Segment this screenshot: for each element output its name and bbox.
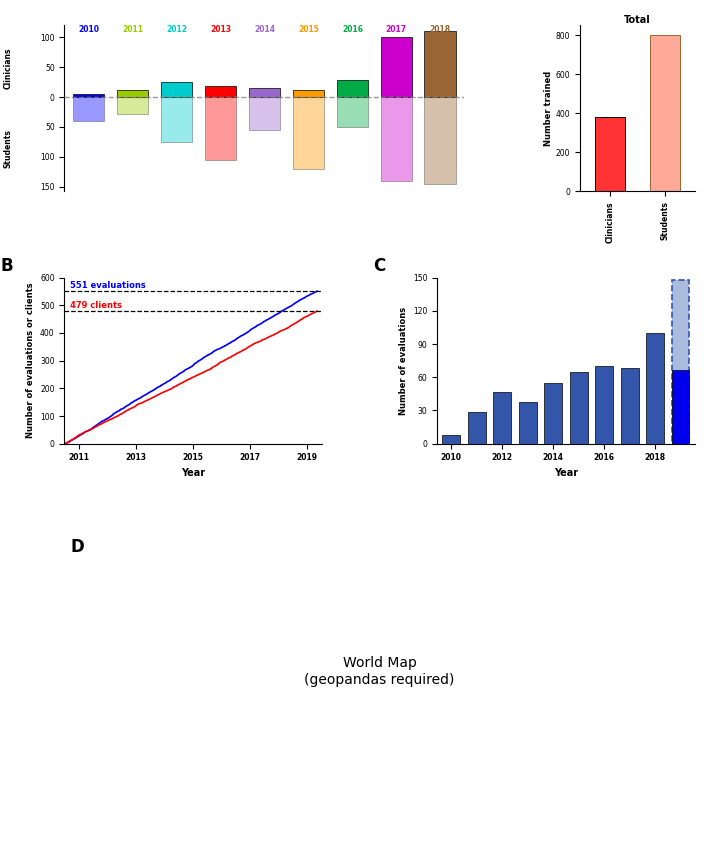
Bar: [646, 333, 664, 444]
Bar: [621, 368, 639, 444]
Bar: [425, 31, 456, 97]
Text: 2016: 2016: [342, 25, 363, 34]
Bar: [117, 97, 148, 113]
Bar: [337, 97, 368, 127]
Bar: [425, 97, 456, 184]
Text: 479 clients: 479 clients: [70, 302, 122, 310]
Text: 2013: 2013: [210, 25, 231, 34]
Bar: [595, 117, 625, 191]
Text: World Map
(geopandas required): World Map (geopandas required): [304, 656, 455, 687]
Y-axis label: Number of evaluations: Number of evaluations: [399, 307, 407, 415]
Bar: [337, 80, 368, 97]
X-axis label: Year: Year: [181, 468, 205, 478]
Text: C: C: [373, 257, 385, 275]
Bar: [73, 94, 105, 97]
Bar: [442, 435, 460, 444]
Bar: [544, 383, 562, 444]
Bar: [205, 86, 236, 97]
Bar: [248, 88, 280, 97]
Bar: [160, 97, 193, 142]
Bar: [380, 37, 412, 97]
Text: Clinicians: Clinicians: [4, 47, 13, 89]
Bar: [293, 90, 324, 97]
Text: 2017: 2017: [386, 25, 407, 34]
Text: Students: Students: [4, 129, 13, 168]
Text: 2012: 2012: [166, 25, 187, 34]
Text: 551 evaluations: 551 evaluations: [70, 281, 146, 291]
Bar: [649, 36, 679, 191]
Bar: [672, 369, 690, 444]
Bar: [160, 82, 193, 97]
Bar: [248, 97, 280, 130]
Y-axis label: Number trained: Number trained: [544, 71, 553, 146]
Bar: [73, 97, 105, 121]
Bar: [205, 97, 236, 160]
Y-axis label: Number of evaluations or clients: Number of evaluations or clients: [26, 283, 34, 439]
Bar: [672, 280, 690, 444]
Text: 2011: 2011: [122, 25, 143, 34]
Text: 2010: 2010: [78, 25, 99, 34]
Text: 2015: 2015: [298, 25, 319, 34]
Text: B: B: [0, 257, 13, 275]
Text: 2018: 2018: [430, 25, 451, 34]
Bar: [293, 97, 324, 169]
Bar: [570, 372, 588, 444]
Bar: [380, 97, 412, 180]
Bar: [519, 401, 537, 444]
Bar: [117, 90, 148, 97]
Bar: [493, 391, 511, 444]
X-axis label: Year: Year: [554, 468, 578, 478]
Bar: [468, 412, 485, 444]
Title: Total: Total: [624, 14, 651, 25]
Bar: [595, 366, 613, 444]
Text: D: D: [71, 539, 84, 556]
Text: 2014: 2014: [254, 25, 275, 34]
